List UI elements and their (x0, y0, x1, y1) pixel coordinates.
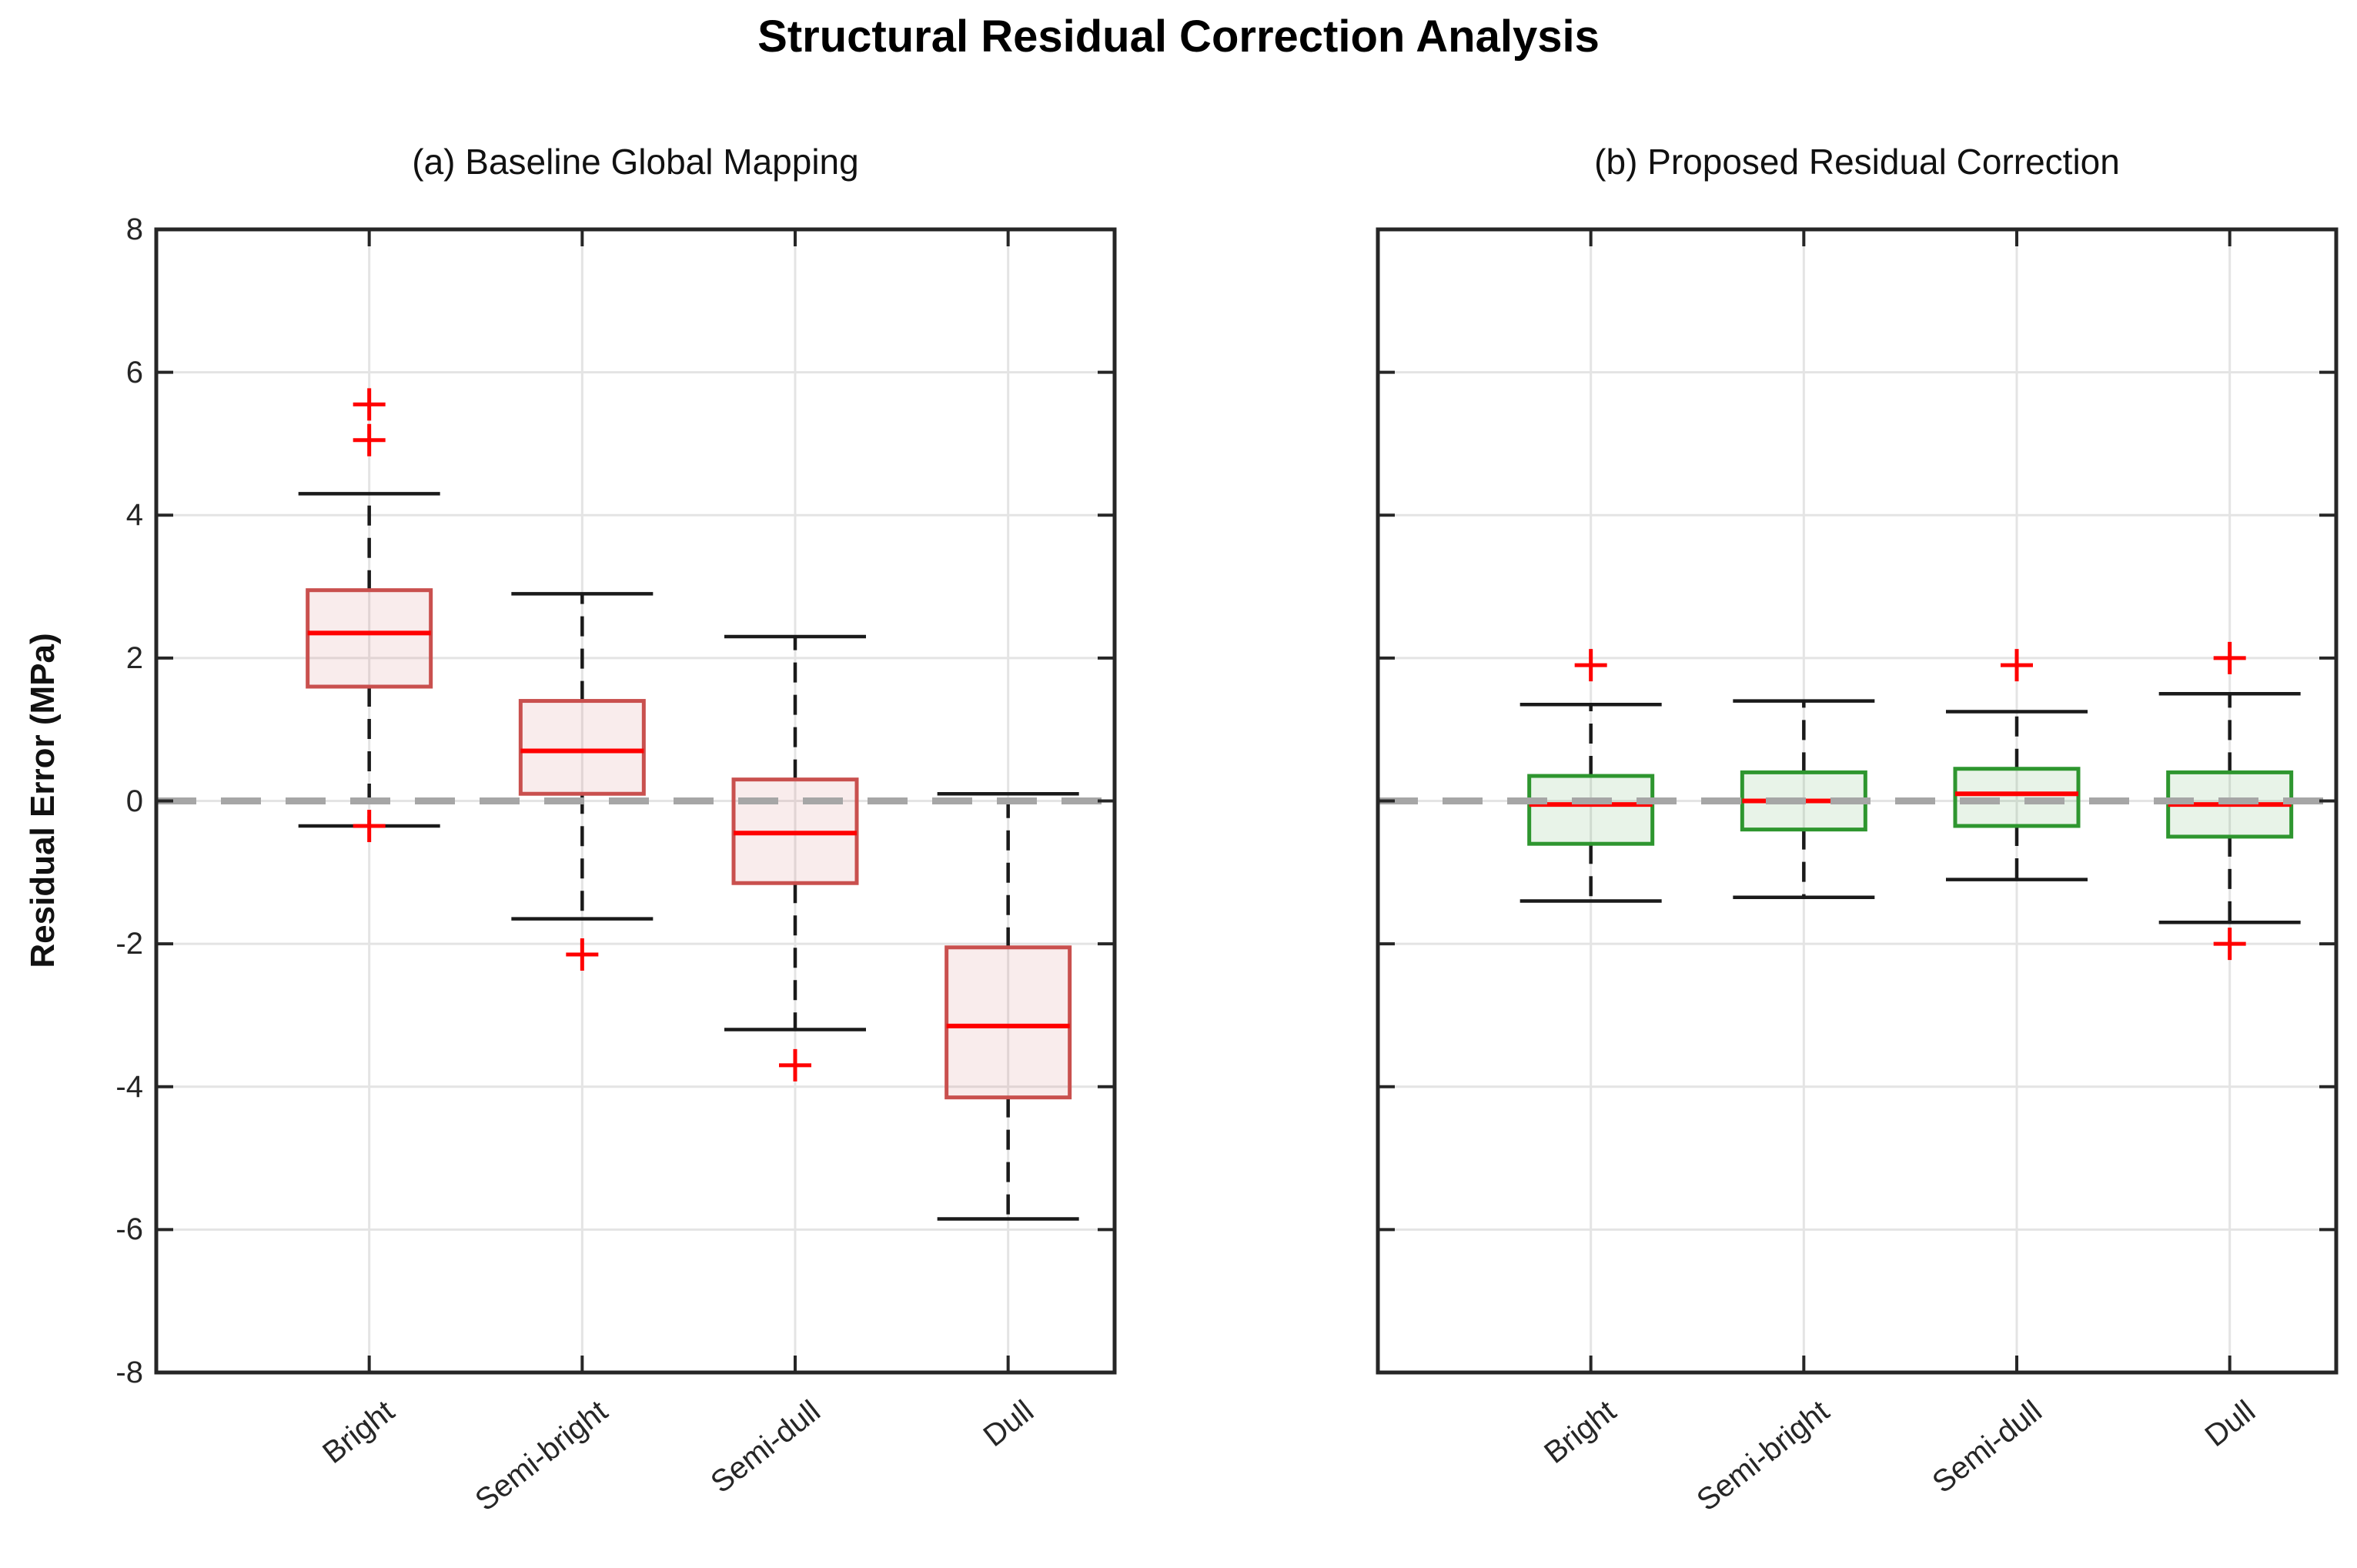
panel-b-title: (b) Proposed Residual Correction (1594, 142, 2120, 182)
x-tick-label-bright-panel-a: Bright (316, 1394, 401, 1471)
outlier-marker-dull (2213, 641, 2246, 674)
x-tick-label-semi-dull-panel-a: Semi-dull (704, 1394, 827, 1500)
box-rect (944, 945, 1072, 1100)
y-tick-label--2: -2 (115, 927, 143, 961)
x-tick-label-dull-panel-b: Dull (2198, 1394, 2262, 1454)
x-tick-label-semi-dull-panel-b: Semi-dull (1926, 1394, 2049, 1500)
outlier-marker-semi-dull (2001, 649, 2033, 682)
box-semi-dull (1946, 710, 2088, 881)
box-semi-bright (1733, 699, 1875, 900)
y-tick-label-6: 6 (125, 355, 143, 389)
panel-a-title: (a) Baseline Global Mapping (412, 142, 859, 182)
outlier-marker-bright (353, 423, 386, 456)
box-rect (1953, 767, 2081, 828)
y-tick-label-2: 2 (125, 640, 143, 675)
y-tick-label--4: -4 (115, 1069, 143, 1104)
box-rect (1527, 774, 1655, 846)
box-bright (1520, 702, 1662, 903)
box-dull (937, 791, 1079, 1221)
y-tick-label--6: -6 (115, 1212, 143, 1247)
box-rect (518, 699, 646, 796)
outlier-marker-dull (2213, 928, 2246, 961)
y-tick-label--8: -8 (115, 1356, 143, 1389)
y-tick-label-0: 0 (125, 784, 143, 818)
box-dull (2158, 692, 2301, 924)
x-tick-label-bright-panel-b: Bright (1538, 1394, 1623, 1471)
outlier-marker-bright (353, 809, 386, 842)
x-tick-label-dull-panel-a: Dull (977, 1394, 1040, 1454)
outlier-marker-bright (1574, 649, 1607, 682)
panel-a-plot (154, 227, 1117, 1375)
x-tick-label-semi-bright-panel-a: Semi-bright (469, 1394, 614, 1518)
y-tick-label-4: 4 (125, 498, 143, 533)
outlier-marker-semi-bright (566, 938, 599, 971)
y-axis-tick-labels: 8 6 4 2 0 -2 -4 -6 -8 (0, 0, 151, 1568)
figure-title: Structural Residual Correction Analysis (757, 12, 1600, 62)
y-tick-label-8: 8 (125, 212, 143, 246)
panel-b-plot (1376, 227, 2339, 1375)
outlier-marker-semi-dull (779, 1048, 811, 1082)
outlier-marker-bright (353, 388, 386, 421)
box-semi-dull (724, 634, 866, 1031)
box-rect (306, 588, 433, 689)
box-semi-bright (511, 592, 654, 921)
x-tick-label-semi-bright-panel-b: Semi-bright (1690, 1394, 1836, 1518)
